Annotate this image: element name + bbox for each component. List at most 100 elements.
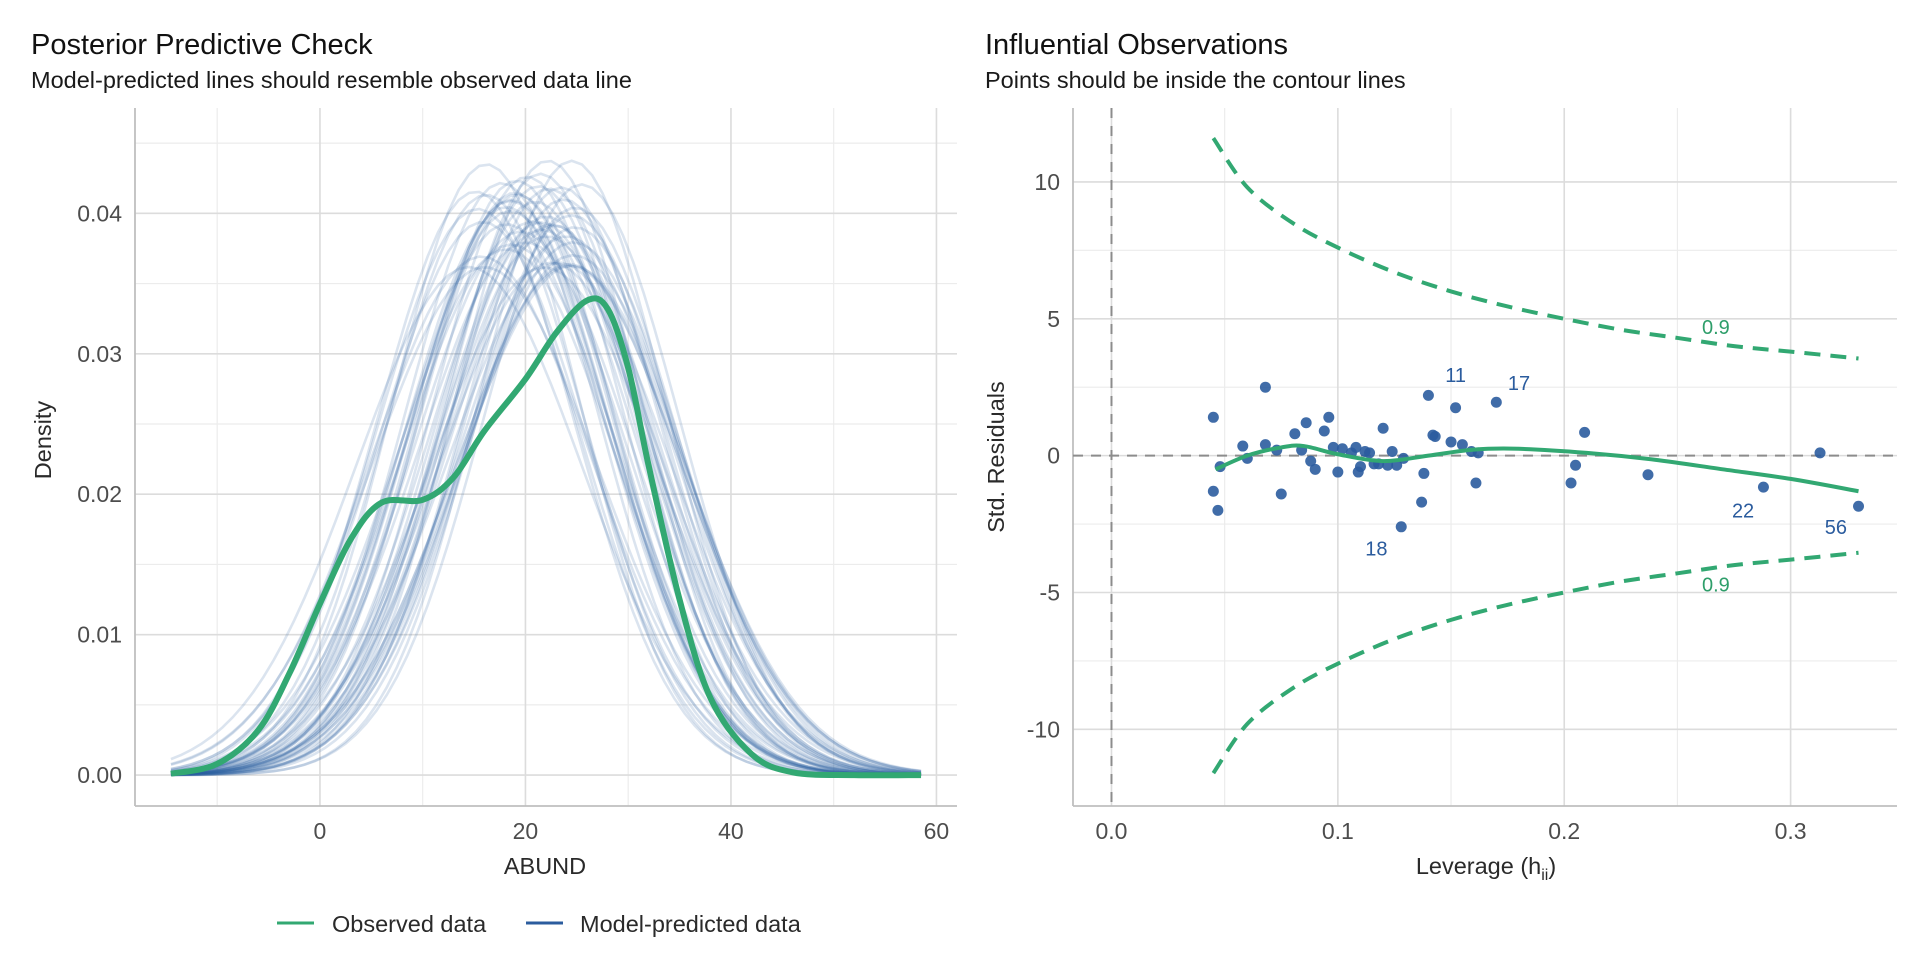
influence-data-point [1395, 521, 1407, 533]
influence-smooth-group [1214, 443, 1859, 494]
influence-data-point [1237, 440, 1249, 452]
ppc-y-tick-label: 0.00 [77, 762, 122, 788]
ppc-predicted-line [170, 261, 922, 776]
influence-data-point [1309, 463, 1321, 475]
ppc-x-tick-label: 40 [718, 818, 744, 844]
influence-data-point [1470, 477, 1482, 489]
ppc-grid [135, 108, 957, 806]
influence-data-point [1642, 469, 1654, 481]
influence-data-point [1450, 402, 1462, 414]
ppc-predicted-line [170, 226, 922, 777]
legend-predicted-label: Model-predicted data [580, 911, 802, 937]
ppc-predicted-line [170, 187, 922, 777]
influence-tick-labels: 0.0 0.1 0.2 0.3 -10 -5 0 5 10 [1027, 169, 1807, 844]
ppc-predicted-line [170, 248, 922, 776]
influence-data-point [1445, 436, 1457, 448]
influence-y-tick-label: 5 [1047, 306, 1060, 332]
influence-lower-contour [1211, 550, 1859, 775]
ppc-predicted-line [170, 265, 922, 777]
ppc-predicted-line [170, 230, 922, 776]
influence-data-point [1364, 447, 1376, 459]
legend-observed-label: Observed data [332, 911, 487, 937]
ppc-x-tick-label: 20 [513, 818, 539, 844]
influence-data-point [1207, 485, 1219, 497]
ppc-predicted-line [170, 198, 922, 777]
ppc-x-axis-title: ABUND [504, 853, 586, 879]
influence-data-point [1814, 447, 1826, 459]
ppc-predicted-line [170, 198, 922, 777]
ppc-predicted-line [170, 185, 922, 777]
influence-data-point [1327, 441, 1339, 453]
ppc-predicted-line [170, 159, 922, 777]
influence-data-point [1259, 381, 1271, 393]
influence-point-label: 56 [1825, 517, 1847, 539]
influence-data-point [1579, 426, 1591, 438]
influence-data-point [1289, 428, 1301, 440]
influence-data-point [1416, 496, 1428, 508]
ppc-predicted-line [170, 266, 922, 777]
ppc-predicted-line [170, 241, 922, 776]
ppc-y-tick-label: 0.02 [77, 481, 122, 507]
ppc-y-axis-title: Density [30, 401, 56, 480]
ppc-predicted-line [170, 199, 922, 777]
influence-title: Influential Observations [985, 29, 1288, 61]
ppc-predicted-line [170, 224, 922, 776]
ppc-x-tick-label: 60 [924, 818, 950, 844]
ppc-y-tick-label: 0.01 [77, 622, 122, 648]
ppc-predicted-line [170, 253, 922, 776]
influence-subtitle: Points should be inside the contour line… [985, 67, 1406, 93]
influence-data-point [1565, 477, 1577, 489]
ppc-predicted-line [170, 264, 922, 776]
influence-annotations: 11 17 18 22 56 [1365, 365, 1847, 561]
ppc-predicted-line [170, 184, 922, 777]
ppc-predicted-line [170, 220, 922, 776]
influence-x-tick-label: 0.2 [1548, 818, 1580, 844]
influence-smooth-line [1214, 443, 1859, 494]
influence-data-point [1336, 443, 1348, 455]
ppc-predicted-line [170, 215, 922, 776]
influence-y-tick-label: 0 [1047, 443, 1060, 469]
ppc-title: Posterior Predictive Check [31, 29, 373, 61]
influence-data-point [1323, 411, 1335, 423]
ppc-x-tick-label: 0 [314, 818, 327, 844]
ppc-predicted-line [170, 220, 922, 776]
influence-contour-label: 0.9 [1702, 317, 1730, 339]
influence-contour-label: 0.9 [1702, 574, 1730, 596]
ppc-predicted-line [170, 213, 922, 777]
ppc-predicted-line [170, 181, 922, 777]
ppc-predicted-line [170, 235, 922, 776]
influence-y-tick-label: -5 [1040, 579, 1060, 605]
influence-y-tick-label: -10 [1027, 716, 1060, 742]
ppc-predicted-line [170, 266, 922, 775]
ppc-predicted-line [170, 201, 922, 777]
influence-x-axis-title-main: Leverage (h [1416, 853, 1541, 879]
ppc-predicted-line [170, 175, 922, 777]
influence-x-tick-label: 0.1 [1322, 818, 1354, 844]
influence-point-label: 22 [1732, 500, 1754, 522]
influence-data-point [1207, 411, 1219, 423]
influence-axes [1072, 108, 1897, 807]
influence-points [1207, 381, 1865, 533]
legend: Observed data Model-predicted data [277, 911, 802, 937]
ppc-y-tick-label: 0.03 [77, 341, 122, 367]
influence-grid [1073, 108, 1897, 806]
influence-panel: Influential Observations Points should b… [983, 29, 1897, 884]
ppc-predicted-line [170, 209, 922, 777]
ppc-predicted-line [170, 243, 922, 776]
influence-data-point [1490, 396, 1502, 408]
influence-data-point [1318, 425, 1330, 437]
influence-data-point [1418, 467, 1430, 479]
influence-y-tick-label: 10 [1034, 169, 1060, 195]
ppc-predicted-line [170, 264, 922, 776]
ppc-predicted-line [170, 193, 922, 777]
ppc-predicted-line [170, 262, 922, 776]
ppc-predicted-line [170, 179, 922, 777]
ppc-subtitle: Model-predicted lines should resemble ob… [31, 67, 632, 93]
ppc-predicted-line [170, 228, 922, 776]
ppc-observed-line-group [170, 295, 922, 779]
ppc-predicted-line [170, 235, 922, 776]
influence-y-axis-title: Std. Residuals [983, 381, 1009, 533]
influence-data-point [1259, 439, 1271, 451]
influence-data-point [1350, 441, 1362, 453]
